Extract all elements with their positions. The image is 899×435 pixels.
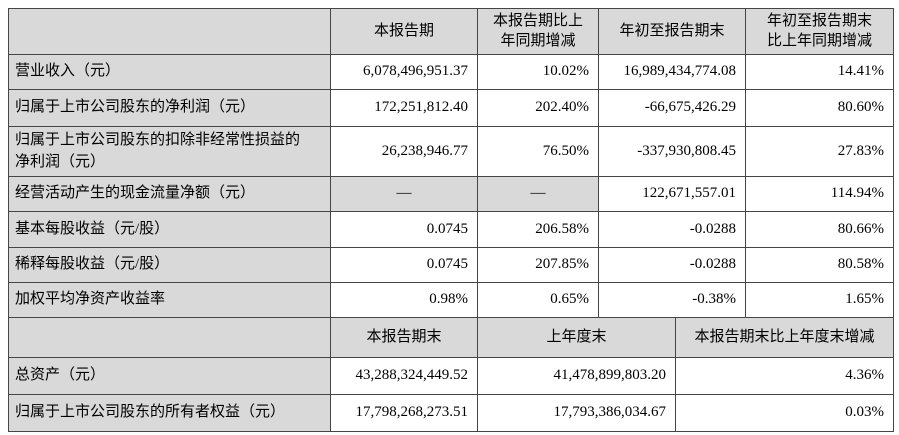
header-line: 本报告期末 (366, 328, 442, 345)
value-cell: 27.83% (745, 125, 894, 177)
header-year-to-date: 年初至报告期末 (598, 8, 746, 55)
value-cell: 4.36% (675, 356, 894, 395)
value-cell: 80.60% (745, 88, 894, 127)
value-cell: 43,288,324,449.52 (330, 356, 478, 395)
value-cell: 17,798,268,273.51 (330, 393, 478, 432)
row-basic-eps: 基本每股收益（元/股） 0.0745 206.58% -0.0288 80.66… (8, 210, 894, 248)
header-year-to-date-yoy-change: 年初至报告期末 比上年同期增减 (745, 8, 894, 55)
value-cell: 0.65% (477, 281, 599, 318)
value-cell: 172,251,812.40 (330, 88, 478, 127)
value-cell: 122,671,557.01 (598, 175, 746, 212)
value-cell: 0.03% (675, 393, 894, 432)
row-operating-cash-flow: 经营活动产生的现金流量净额（元） — — 122,671,557.01 114.… (8, 175, 894, 212)
value-cell: 1.65% (745, 281, 894, 318)
row-label-cell: 基本每股收益（元/股） (8, 210, 331, 248)
row-label-cell: 总资产（元） (8, 356, 331, 395)
header-end-of-prior-year: 上年度末 (477, 316, 676, 358)
value-cell: -0.38% (598, 281, 746, 318)
header-empty-cell (8, 316, 331, 358)
value-cell: 0.98% (330, 281, 478, 318)
value-cell: 206.58% (477, 210, 599, 248)
value-cell: 0.0745 (330, 210, 478, 248)
value-cell: 41,478,899,803.20 (477, 356, 676, 395)
header-line: 本报告期 (373, 23, 434, 40)
header-line: 年同期增减 (500, 33, 576, 50)
value-cell: 114.94% (745, 175, 894, 212)
row-label-cell: 经营活动产生的现金流量净额（元） (8, 175, 331, 212)
value-cell: 10.02% (477, 53, 599, 90)
header-line: 上年度末 (546, 328, 607, 345)
row-label-cell: 加权平均净资产收益率 (8, 281, 331, 318)
value-cell-dash: — (477, 175, 599, 212)
value-cell: -337,930,808.45 (598, 125, 746, 177)
value-cell: 26,238,946.77 (330, 125, 478, 177)
header-line: 年初至报告期末 (619, 23, 725, 40)
row-total-assets: 总资产（元） 43,288,324,449.52 41,478,899,803.… (8, 356, 894, 395)
header-end-of-period: 本报告期末 (330, 316, 478, 358)
value-cell: 16,989,434,774.08 (598, 53, 746, 90)
header-current-period-yoy-change: 本报告期比上 年同期增减 (477, 8, 599, 55)
value-cell: 80.66% (745, 210, 894, 248)
row-label-cell: 稀释每股收益（元/股） (8, 246, 331, 283)
value-cell: -0.0288 (598, 246, 746, 283)
row-net-profit-excluding-nonrecurring: 归属于上市公司股东的扣除非经常性损益的净利润（元） 26,238,946.77 … (8, 125, 894, 177)
header-period-vs-prior-year-change: 本报告期末比上年度末增减 (675, 316, 894, 358)
value-cell: 76.50% (477, 125, 599, 177)
header-line: 本报告期末比上年度末增减 (694, 328, 875, 345)
header-line: 本报告期比上 (492, 13, 583, 29)
header-empty-cell (8, 8, 331, 55)
financial-summary-table-top: 本报告期 本报告期比上 年同期增减 年初至报告期末 年初至报告期末 比上年同期增减 … (8, 8, 894, 318)
row-net-profit-attributable: 归属于上市公司股东的净利润（元） 172,251,812.40 202.40% … (8, 88, 894, 127)
value-cell: -66,675,426.29 (598, 88, 746, 127)
value-cell: 207.85% (477, 246, 599, 283)
row-equity-attributable: 归属于上市公司股东的所有者权益（元） 17,798,268,273.51 17,… (8, 393, 894, 432)
header-current-period: 本报告期 (330, 8, 478, 55)
row-diluted-eps: 稀释每股收益（元/股） 0.0745 207.85% -0.0288 80.58… (8, 246, 894, 283)
value-cell-dash: — (330, 175, 478, 212)
value-cell: 80.58% (745, 246, 894, 283)
value-cell: 17,793,386,034.67 (477, 393, 676, 432)
value-cell: 0.0745 (330, 246, 478, 283)
value-cell: 6,078,496,951.37 (330, 53, 478, 90)
row-label-cell: 归属于上市公司股东的净利润（元） (8, 88, 331, 127)
report-page: 本报告期 本报告期比上 年同期增减 年初至报告期末 年初至报告期末 比上年同期增减 … (8, 8, 894, 432)
row-weighted-average-roe: 加权平均净资产收益率 0.98% 0.65% -0.38% 1.65% (8, 281, 894, 318)
bottom-header-row: 本报告期末 上年度末 本报告期末比上年度末增减 (8, 316, 894, 358)
row-operating-revenue: 营业收入（元） 6,078,496,951.37 10.02% 16,989,4… (8, 53, 894, 90)
row-label-cell: 归属于上市公司股东的所有者权益（元） (8, 393, 331, 432)
header-line: 年初至报告期末 (766, 13, 872, 29)
row-label-cell: 归属于上市公司股东的扣除非经常性损益的净利润（元） (8, 125, 331, 177)
header-line: 比上年同期增减 (766, 33, 872, 50)
row-label-cell: 营业收入（元） (8, 53, 331, 90)
top-header-row: 本报告期 本报告期比上 年同期增减 年初至报告期末 年初至报告期末 比上年同期增减 (8, 8, 894, 55)
value-cell: -0.0288 (598, 210, 746, 248)
value-cell: 202.40% (477, 88, 599, 127)
value-cell: 14.41% (745, 53, 894, 90)
financial-summary-table-bottom: 本报告期末 上年度末 本报告期末比上年度末增减 总资产（元） 43,288,32… (8, 316, 894, 432)
